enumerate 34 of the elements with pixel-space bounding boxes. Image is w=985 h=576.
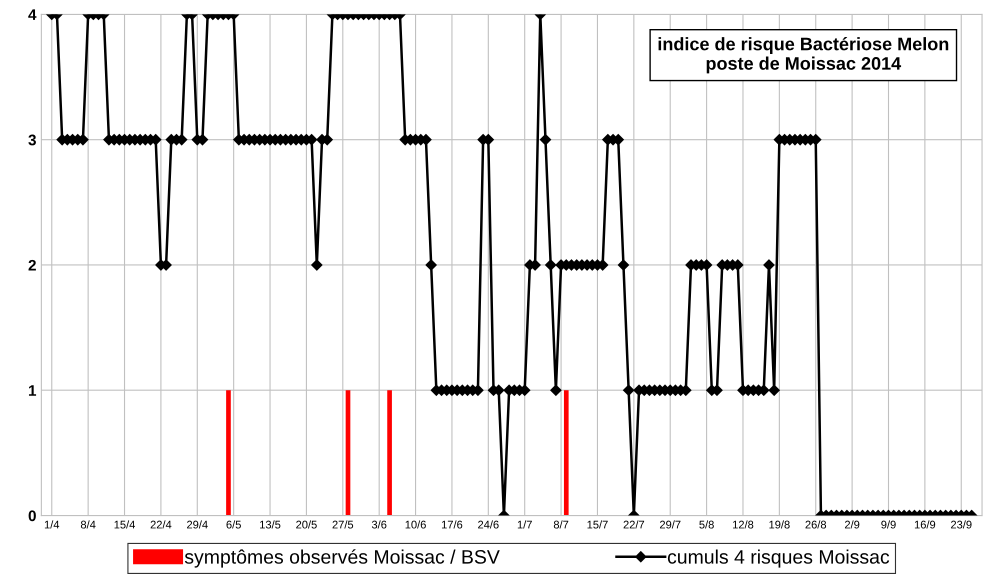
legend-label: symptômes observés Moissac / BSV bbox=[184, 549, 500, 568]
x-tick-label: 16/9 bbox=[914, 520, 936, 529]
x-tick-label: 19/8 bbox=[769, 520, 790, 529]
x-tick-label: 23/9 bbox=[951, 520, 972, 529]
x-tick-label: 9/9 bbox=[881, 520, 896, 529]
x-tick-label: 1/4 bbox=[44, 520, 60, 529]
x-tick-label: 15/7 bbox=[587, 520, 608, 529]
x-tick-label: 29/7 bbox=[660, 520, 680, 529]
x-tick-label: 5/8 bbox=[699, 520, 714, 529]
y-tick-label: 3 bbox=[28, 134, 36, 146]
x-tick-label: 22/4 bbox=[150, 520, 172, 529]
x-tick-label: 12/8 bbox=[733, 520, 754, 529]
text: indice de risque Bactériose Melon poste de Moissac 2014 bbox=[658, 36, 948, 74]
x-tick-label: 17/6 bbox=[442, 520, 462, 529]
x-tick-label: 29/4 bbox=[187, 520, 208, 529]
x-tick-label: 8/7 bbox=[554, 520, 568, 529]
x-tick-label: 10/6 bbox=[406, 520, 426, 529]
x-tick-label: 26/8 bbox=[805, 520, 826, 529]
x-tick-label: 24/6 bbox=[478, 520, 499, 529]
x-tick-label: 3/6 bbox=[372, 520, 386, 529]
y-tick-label: 4 bbox=[28, 9, 36, 20]
x-tick-label: 20/5 bbox=[296, 520, 317, 529]
y-tick-label: 0 bbox=[28, 510, 36, 522]
x-tick-label: 6/5 bbox=[226, 520, 241, 529]
legend-label: cumuls 4 risques Moissac bbox=[668, 549, 890, 568]
x-tick-label: 2/9 bbox=[844, 520, 860, 529]
x-tick-label: 15/4 bbox=[114, 520, 136, 529]
x-tick-label: 13/5 bbox=[260, 520, 280, 529]
x-tick-label: 8/4 bbox=[80, 520, 96, 529]
x-tick-label: 27/5 bbox=[332, 520, 354, 529]
x-tick-label: 1/7 bbox=[518, 520, 532, 529]
y-tick-label: 1 bbox=[28, 385, 36, 396]
x-tick-label: 22/7 bbox=[624, 520, 644, 529]
y-tick-label: 2 bbox=[28, 260, 36, 270]
